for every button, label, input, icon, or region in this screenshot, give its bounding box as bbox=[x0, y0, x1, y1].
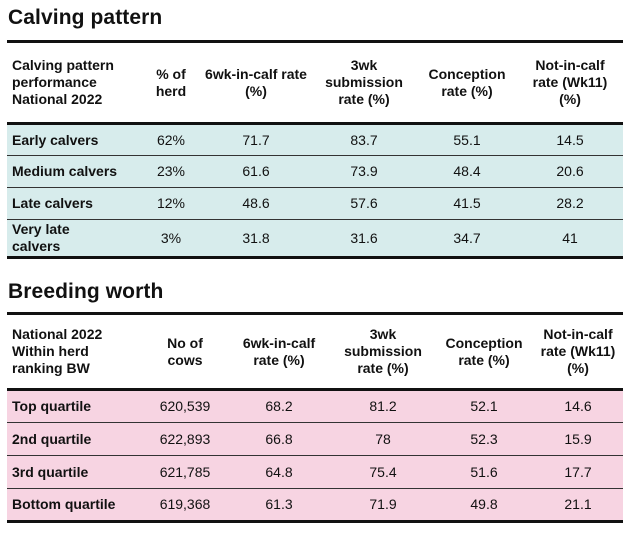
row-label: Late calvers bbox=[12, 195, 93, 211]
cell-value: 61.6 bbox=[242, 163, 270, 179]
cell-value: 62% bbox=[156, 131, 186, 148]
column-header-3wk-submission: 3wk submission rate (%) bbox=[311, 41, 417, 124]
table-header-row: National 2022 Within herd ranking BW No … bbox=[7, 313, 623, 390]
calving-pattern-title: Calving pattern bbox=[8, 6, 163, 29]
cell-value: 20.6 bbox=[556, 163, 584, 179]
cell-value: 34.7 bbox=[453, 229, 481, 246]
column-header-conception: Conception rate (%) bbox=[435, 313, 533, 390]
cell-value: 31.8 bbox=[242, 229, 270, 246]
cell-value: 64.8 bbox=[265, 463, 293, 480]
row-label: 3rd quartile bbox=[12, 463, 89, 480]
cell-value: 66.8 bbox=[265, 430, 293, 447]
cell-value: 71.7 bbox=[242, 131, 270, 148]
column-header-not-in-calf: Not-in-calf rate (Wk11) (%) bbox=[517, 41, 623, 124]
cell-value: 23% bbox=[156, 163, 186, 179]
column-header-not-in-calf: Not-in-calf rate (Wk11) (%) bbox=[533, 313, 623, 390]
cell-value: 3% bbox=[160, 229, 182, 246]
cell-value: 71.9 bbox=[369, 496, 397, 512]
row-label: Very late calvers bbox=[12, 221, 70, 254]
cell-value: 621,785 bbox=[159, 463, 211, 480]
column-header-6wk-in-calf: 6wk-in-calf rate (%) bbox=[201, 41, 311, 124]
row-label: Medium calvers bbox=[12, 163, 118, 179]
cell-value: 51.6 bbox=[470, 463, 498, 480]
row-label: Bottom quartile bbox=[12, 496, 116, 512]
table-row: Very late calvers 3% 31.8 31.6 34.7 41 bbox=[7, 219, 623, 258]
cell-value: 31.6 bbox=[350, 229, 378, 246]
table-row: Early calvers 62% 71.7 83.7 55.1 14.5 bbox=[7, 123, 623, 156]
cell-value: 28.2 bbox=[556, 195, 584, 211]
table-row: 2nd quartile 622,893 66.8 78 52.3 15.9 bbox=[7, 422, 623, 456]
table-header-row: Calving pattern performance National 202… bbox=[7, 41, 623, 124]
cell-value: 14.5 bbox=[556, 131, 584, 148]
cell-value: 75.4 bbox=[369, 463, 397, 480]
cell-value: 57.6 bbox=[350, 195, 378, 211]
cell-value: 61.3 bbox=[265, 496, 293, 512]
breeding-worth-title: Breeding worth bbox=[8, 280, 164, 303]
row-label: Early calvers bbox=[12, 131, 99, 148]
cell-value: 14.6 bbox=[564, 398, 592, 414]
cell-value: 41 bbox=[562, 229, 578, 246]
column-header-conception: Conception rate (%) bbox=[417, 41, 517, 124]
cell-value: 41.5 bbox=[453, 195, 481, 211]
table-row: Bottom quartile 619,368 61.3 71.9 49.8 2… bbox=[7, 488, 623, 522]
table-row: Late calvers 12% 48.6 57.6 41.5 28.2 bbox=[7, 187, 623, 220]
row-label: Top quartile bbox=[12, 398, 92, 414]
cell-value: 12% bbox=[156, 195, 186, 211]
cell-value: 73.9 bbox=[350, 163, 378, 179]
table-row: Medium calvers 23% 61.6 73.9 48.4 20.6 bbox=[7, 155, 623, 188]
cell-value: 21.1 bbox=[564, 496, 592, 512]
cell-value: 620,539 bbox=[159, 398, 211, 414]
cell-value: 83.7 bbox=[350, 131, 378, 148]
cell-value: 48.4 bbox=[453, 163, 481, 179]
cell-value: 52.3 bbox=[470, 430, 498, 447]
cell-value: 81.2 bbox=[369, 398, 397, 414]
cell-value: 49.8 bbox=[470, 496, 498, 512]
cell-value: 622,893 bbox=[159, 430, 211, 447]
column-header-6wk-in-calf: 6wk-in-calf rate (%) bbox=[227, 313, 331, 390]
breeding-worth-table: National 2022 Within herd ranking BW No … bbox=[7, 312, 623, 523]
cell-value: 17.7 bbox=[564, 463, 592, 480]
calving-pattern-table: Calving pattern performance National 202… bbox=[7, 40, 623, 259]
cell-value: 68.2 bbox=[265, 398, 293, 414]
cell-value: 55.1 bbox=[453, 131, 481, 148]
column-header-percent-herd: % of herd bbox=[141, 41, 201, 124]
column-header-no-of-cows: No of cows bbox=[143, 313, 227, 390]
column-header-category: Calving pattern performance National 202… bbox=[7, 41, 141, 124]
column-header-category: National 2022 Within herd ranking BW bbox=[7, 313, 143, 390]
cell-value: 15.9 bbox=[564, 430, 592, 447]
cell-value: 619,368 bbox=[159, 496, 211, 512]
column-header-3wk-submission: 3wk submission rate (%) bbox=[331, 313, 435, 390]
table-row: Top quartile 620,539 68.2 81.2 52.1 14.6 bbox=[7, 389, 623, 423]
cell-value: 48.6 bbox=[242, 195, 270, 211]
table-row: 3rd quartile 621,785 64.8 75.4 51.6 17.7 bbox=[7, 455, 623, 489]
cell-value: 52.1 bbox=[470, 398, 498, 414]
row-label: 2nd quartile bbox=[12, 430, 92, 447]
cell-value: 78 bbox=[375, 430, 391, 447]
